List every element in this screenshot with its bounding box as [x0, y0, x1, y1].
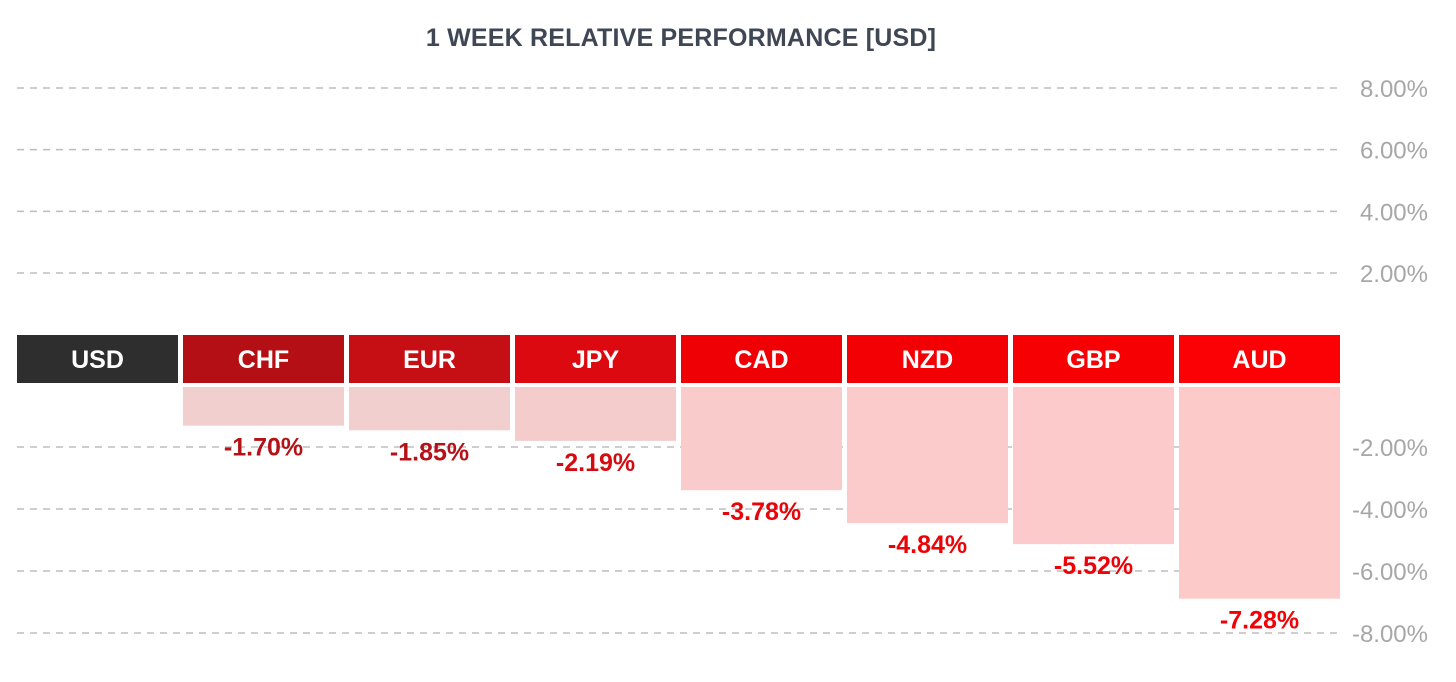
y-axis-ticks: 8.00% 6.00% 4.00% 2.00% -2.00% -4.00% -6.00% -8…	[1352, 76, 1428, 648]
chart-title: 1 WEEK RELATIVE PERFORMANCE [USD]	[425, 24, 937, 52]
value-label-eur: -1.85%	[390, 438, 469, 466]
value-labels: -1.70% -1.85% -2.19% -3.78% -4.84% -5.52% -7.2…	[224, 434, 1299, 635]
value-label-aud: -7.28%	[1220, 607, 1299, 635]
y-tick-label: 2.00%	[1360, 261, 1428, 288]
y-tick-label: 6.00%	[1360, 138, 1428, 165]
currency-label-cad: CAD	[734, 346, 788, 374]
y-tick-label: -6.00%	[1352, 559, 1428, 586]
y-tick-label: -2.00%	[1352, 435, 1428, 462]
bars	[183, 387, 1340, 599]
y-tick-label: -8.00%	[1352, 621, 1428, 648]
bar-jpy	[515, 387, 676, 441]
y-tick-label: 8.00%	[1360, 76, 1428, 103]
currency-label-aud: AUD	[1232, 346, 1286, 374]
value-label-chf: -1.70%	[224, 434, 303, 462]
value-label-cad: -3.78%	[722, 498, 801, 526]
currency-header-aud	[1179, 335, 1340, 383]
currency-headers: USD CHF EUR JPY CAD NZD GBP AUD	[17, 335, 1340, 383]
currency-label-usd: USD	[71, 346, 124, 374]
currency-label-nzd: NZD	[902, 346, 953, 374]
bar-nzd	[847, 387, 1008, 524]
currency-label-gbp: GBP	[1066, 346, 1120, 374]
currency-header-nzd	[847, 335, 1008, 383]
bar-chf	[183, 387, 344, 426]
currency-header-eur	[349, 335, 510, 383]
currency-header-jpy	[515, 335, 676, 383]
currency-header-cad	[681, 335, 842, 383]
value-label-gbp: -5.52%	[1054, 552, 1133, 580]
y-tick-label: 4.00%	[1360, 199, 1428, 226]
bar-gbp	[1013, 387, 1174, 545]
currency-header-gbp	[1013, 335, 1174, 383]
currency-label-jpy: JPY	[572, 346, 620, 374]
currency-label-eur: EUR	[403, 346, 456, 374]
currency-header-usd	[17, 335, 178, 383]
bar-eur	[349, 387, 510, 431]
bar-aud	[1179, 387, 1340, 599]
currency-header-chf	[183, 335, 344, 383]
y-tick-label: -4.00%	[1352, 497, 1428, 524]
value-label-jpy: -2.19%	[556, 449, 635, 477]
value-label-nzd: -4.84%	[888, 531, 967, 559]
currency-label-chf: CHF	[238, 346, 289, 374]
bar-cad	[681, 387, 842, 491]
